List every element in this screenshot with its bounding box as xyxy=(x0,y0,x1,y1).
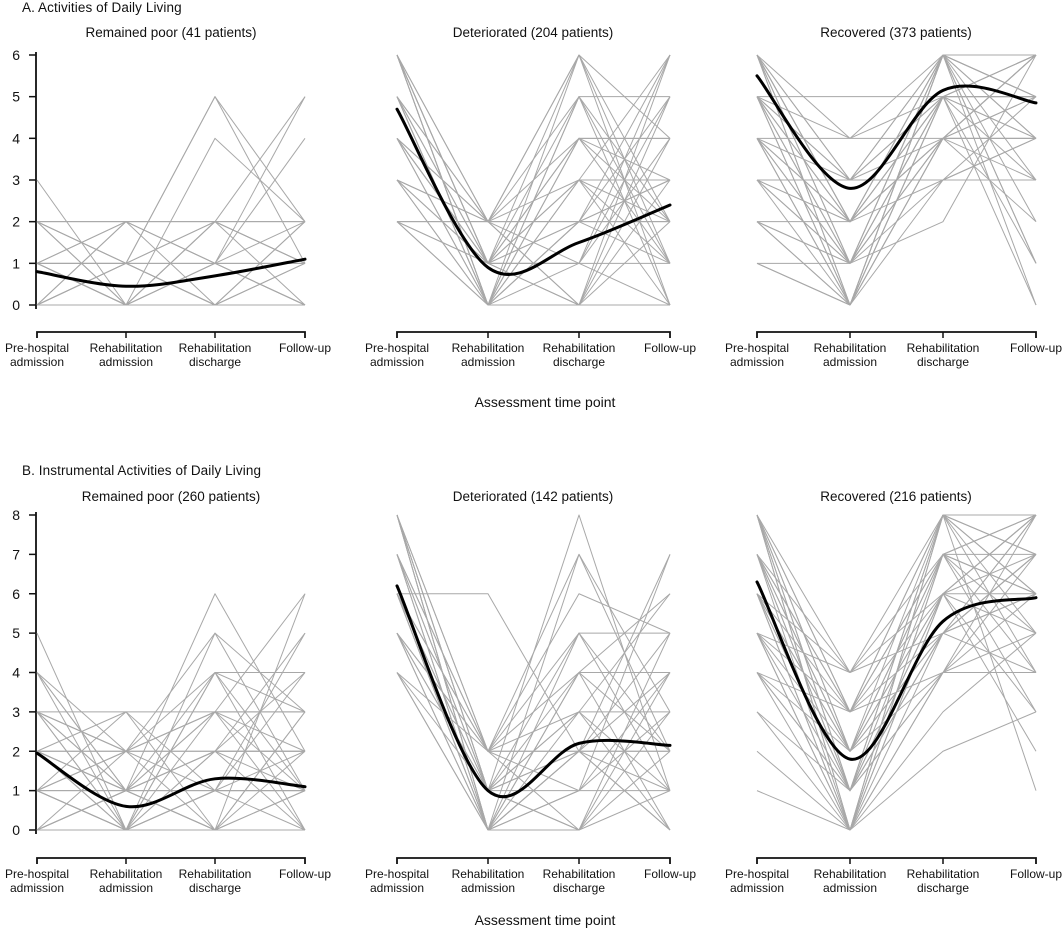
y-tick-label: 3 xyxy=(12,172,20,188)
patient-trajectory-line xyxy=(756,54,1037,264)
x-axis-line xyxy=(756,331,1037,338)
x-tick-label: Follow-up xyxy=(1009,867,1063,881)
subplot-title-a-remained-poor: Remained poor (41 patients) xyxy=(85,25,257,40)
patient-trajectory-line xyxy=(396,632,670,752)
y-tick-label: 4 xyxy=(12,130,20,146)
subplot-title-b-recovered: Recovered (216 patients) xyxy=(820,489,972,504)
mean-trajectory-line xyxy=(35,751,307,809)
patient-trajectory-line xyxy=(36,711,306,831)
patient-trajectory-line xyxy=(756,54,1037,264)
x-axis-title-panel-a: Assessment time point xyxy=(474,394,616,410)
x-tick-label: Pre-hospital admission xyxy=(724,867,790,896)
patient-trajectory-line xyxy=(397,179,671,223)
x-tick-label: Follow-up xyxy=(1009,341,1063,355)
x-tick-label: Pre-hospital admission xyxy=(4,867,70,896)
patient-trajectory-line xyxy=(756,553,1037,713)
mean-trajectory-line xyxy=(755,74,1038,190)
y-tick-label: 0 xyxy=(12,822,20,838)
subplot-title-b-remained-poor: Remained poor (260 patients) xyxy=(81,489,261,504)
patient-trajectory-line xyxy=(756,593,1037,831)
x-tick-label: Rehabilitation discharge xyxy=(906,341,980,370)
x-axis-line xyxy=(756,857,1037,864)
x-tick-label: Pre-hospital admission xyxy=(364,867,430,896)
patient-trajectory-line xyxy=(756,514,1037,673)
y-tick-label: 7 xyxy=(12,546,20,562)
patient-trajectory-line xyxy=(396,672,671,831)
patient-trajectory-line xyxy=(396,514,671,792)
x-tick-label: Follow-up xyxy=(643,341,697,355)
x-axis-line xyxy=(36,331,306,338)
x-axis-line xyxy=(36,857,306,864)
patient-trajectory-line xyxy=(36,137,306,306)
panel-a-label: A. Activities of Daily Living xyxy=(22,0,182,15)
x-tick-label: Rehabilitation discharge xyxy=(906,867,980,896)
patient-trajectory-line xyxy=(756,554,1036,713)
y-tick-label: 2 xyxy=(12,214,20,230)
mean-trajectory-line xyxy=(395,584,672,799)
patient-trajectory-line xyxy=(36,96,306,306)
x-tick-label: Rehabilitation admission xyxy=(89,341,163,370)
patient-trajectory-line xyxy=(396,593,671,752)
patient-trajectory-line xyxy=(36,96,306,306)
y-tick-label: 3 xyxy=(12,704,20,720)
y-tick-label: 1 xyxy=(12,255,20,271)
x-tick-label: Rehabilitation admission xyxy=(813,341,887,370)
x-axis-line xyxy=(396,857,671,864)
mean-trajectory-line xyxy=(35,257,307,288)
x-axis-title-panel-b: Assessment time point xyxy=(474,912,616,928)
patient-trajectory-line xyxy=(396,593,671,831)
x-tick-label: Follow-up xyxy=(643,867,697,881)
x-tick-label: Rehabilitation discharge xyxy=(542,341,616,370)
y-tick-label: 2 xyxy=(12,743,20,759)
subplot-title-a-deteriorated: Deteriorated (204 patients) xyxy=(452,25,614,40)
patient-trajectory-line xyxy=(396,632,671,831)
x-tick-label: Pre-hospital admission xyxy=(364,341,430,370)
x-tick-label: Rehabilitation admission xyxy=(451,341,525,370)
patient-trajectory-line xyxy=(396,221,671,306)
x-tick-label: Rehabilitation admission xyxy=(813,867,887,896)
patient-trajectory-line xyxy=(756,514,1037,713)
x-tick-label: Rehabilitation discharge xyxy=(178,341,252,370)
y-tick-label: 5 xyxy=(12,89,20,105)
y-tick-label: 4 xyxy=(12,665,20,681)
patient-trajectory-line xyxy=(36,672,306,792)
y-tick-label: 6 xyxy=(12,47,20,63)
y-tick-label: 6 xyxy=(12,586,20,602)
patient-trajectory-line xyxy=(756,672,1036,831)
x-tick-label: Rehabilitation admission xyxy=(89,867,163,896)
mean-trajectory-line xyxy=(755,580,1038,761)
y-tick-label: 0 xyxy=(12,297,20,313)
y-tick-label: 8 xyxy=(12,507,20,523)
patient-trajectory-line xyxy=(396,54,671,264)
x-tick-label: Pre-hospital admission xyxy=(4,341,70,370)
subplot-title-a-recovered: Recovered (373 patients) xyxy=(820,25,972,40)
x-tick-label: Rehabilitation discharge xyxy=(542,867,616,896)
patient-trajectory-line xyxy=(396,514,671,831)
subplot-title-b-deteriorated: Deteriorated (142 patients) xyxy=(452,489,614,504)
patient-trajectory-line xyxy=(36,96,306,306)
x-tick-label: Pre-hospital admission xyxy=(724,341,790,370)
panel-b-label: B. Instrumental Activities of Daily Livi… xyxy=(22,463,262,478)
x-axis-line xyxy=(396,331,671,338)
y-tick-label: 5 xyxy=(12,625,20,641)
y-tick-label: 1 xyxy=(12,783,20,799)
mean-trajectory-line xyxy=(395,107,672,276)
x-tick-label: Rehabilitation admission xyxy=(451,867,525,896)
patient-trajectory-line xyxy=(36,711,306,831)
x-tick-label: Rehabilitation discharge xyxy=(178,867,252,896)
x-tick-label: Follow-up xyxy=(278,341,332,355)
x-tick-label: Follow-up xyxy=(278,867,332,881)
